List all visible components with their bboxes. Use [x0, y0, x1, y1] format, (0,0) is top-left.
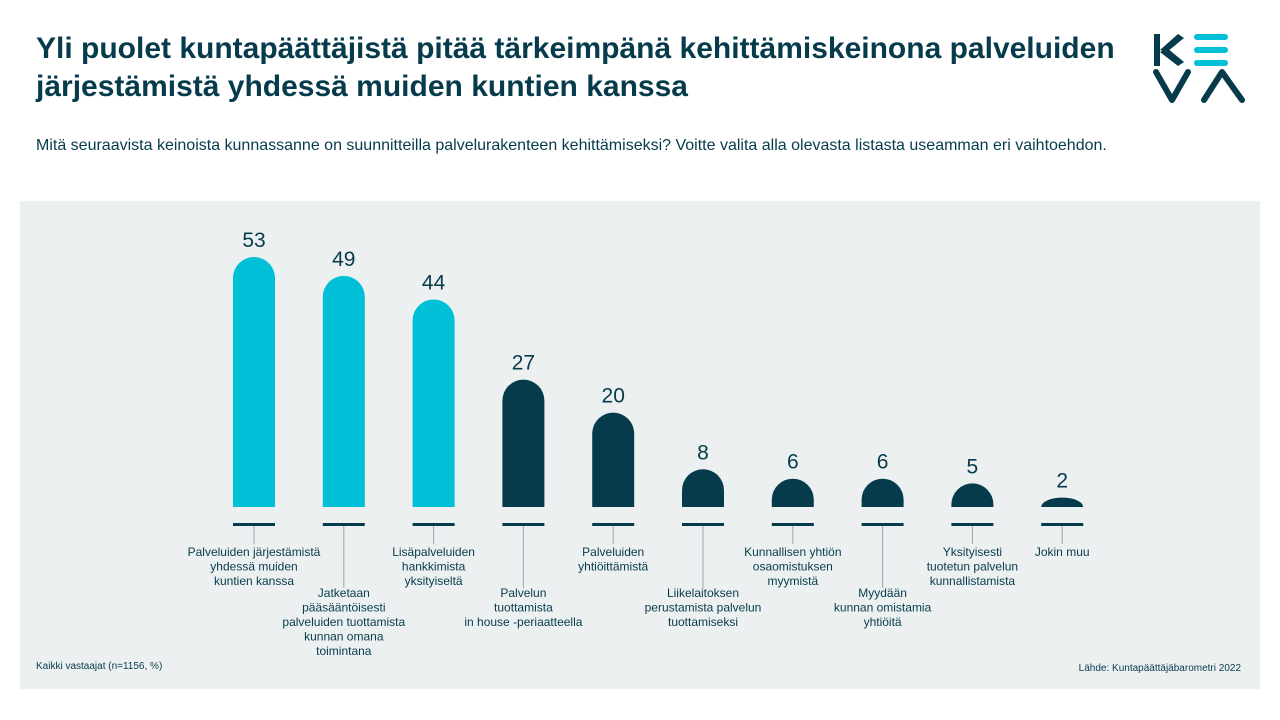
baseline-segment-7	[771, 523, 814, 526]
baseline-segment-1	[233, 523, 275, 526]
category-label-line: Myydään	[858, 586, 907, 600]
value-label-4: 27	[512, 352, 535, 375]
bar-8	[861, 478, 904, 507]
baseline-segment-3	[412, 523, 455, 526]
baseline-segment-6	[682, 523, 724, 526]
value-label-9: 5	[967, 455, 979, 478]
category-label-5: Palveluiden yhtiöittämistä	[578, 545, 648, 574]
bar-5	[592, 412, 635, 507]
category-label-line: Palvelun	[500, 586, 546, 600]
value-label-2: 49	[332, 248, 355, 271]
sample-footnote: Kaikki vastaajat (n=1156, %)	[36, 661, 163, 672]
category-label-8: Myydään kunnan omistamia yhtiöitä	[834, 586, 932, 629]
category-label-10: Jokin muu	[1035, 545, 1090, 559]
category-label-line: Yksityisesti	[943, 545, 1002, 559]
bar-4	[502, 379, 545, 507]
baseline-segment-8	[861, 523, 904, 526]
category-label-line: kunnallistamista	[930, 574, 1016, 588]
category-label-line: yhtiöittämistä	[578, 560, 648, 574]
category-label-2: Jatketaan pääsääntöisesti palveluiden tuot…	[282, 586, 405, 658]
value-label-5: 20	[602, 385, 625, 408]
baseline-segment-5	[592, 523, 635, 526]
category-label-line: yhtiöitä	[864, 615, 902, 629]
category-label-7: Kunnallisen yhtiön osaomistuksen myymistä	[744, 545, 841, 588]
category-label-4: Palvelun tuottamista in house -periaatteel…	[464, 586, 582, 629]
category-label-line: kunnan omistamia	[834, 601, 932, 615]
category-label-line: yhdessä muiden	[210, 560, 297, 574]
source-note: Lähde: Kuntapäättäjäbarometri 2022	[1078, 663, 1241, 674]
category-label-line: osaomistuksen	[753, 560, 833, 574]
keva-logo-icon	[1153, 34, 1245, 103]
value-label-10: 2	[1056, 470, 1068, 493]
category-label-line: Kunnallisen yhtiön	[744, 545, 841, 559]
category-label-line: Liikelaitoksen	[667, 586, 739, 600]
category-label-line: perustamista palvelun	[645, 601, 762, 615]
bar-6	[682, 469, 724, 507]
category-label-line: tuottamiseksi	[668, 615, 738, 629]
baseline-segment-9	[951, 523, 994, 526]
baseline-segment-4	[502, 523, 545, 526]
baseline-segment-10	[1041, 523, 1084, 526]
category-label-line: kuntien kanssa	[214, 574, 294, 588]
chart-title: Yli puolet kuntapäättäjistä pitää tärkei…	[36, 32, 1115, 103]
chart-panel: 53 Palveluiden järjestämistä yhdessä muide…	[20, 201, 1260, 689]
keva-logo	[1150, 32, 1246, 111]
category-label-line: pääsääntöisesti	[302, 601, 385, 615]
category-label-line: kunnan omana	[304, 630, 384, 644]
value-label-1: 53	[242, 229, 265, 252]
category-label-1: Palveluiden järjestämistä yhdessä muiden k…	[188, 545, 321, 588]
category-label-9: Yksityisesti tuotetun palvelun kunnallista…	[927, 545, 1018, 588]
value-label-3: 44	[422, 271, 446, 294]
bar-1	[233, 257, 275, 507]
category-label-line: hankkimista	[402, 560, 466, 574]
category-label-line: tuotetun palvelun	[927, 560, 1018, 574]
category-label-6: Liikelaitoksen perustamista palvelun tuott…	[645, 586, 762, 629]
baseline-segment-2	[322, 523, 365, 526]
category-label-line: Lisäpalveluiden	[392, 545, 475, 559]
category-label-line: tuottamista	[494, 601, 553, 615]
bar-10	[1041, 497, 1084, 507]
value-label-8: 6	[877, 451, 889, 474]
category-label-3: Lisäpalveluiden hankkimista yksityiseltä	[392, 545, 475, 588]
category-label-line: Palveluiden	[582, 545, 644, 559]
category-label-line: Jokin muu	[1035, 545, 1090, 559]
category-label-line: palveluiden tuottamista	[282, 615, 405, 629]
value-label-6: 8	[697, 441, 709, 464]
bar-chart: 53 Palveluiden järjestämistä yhdessä muide…	[188, 229, 1090, 658]
value-label-7: 6	[787, 451, 799, 474]
category-label-line: Palveluiden järjestämistä	[188, 545, 321, 559]
bar-9	[951, 483, 994, 507]
category-label-line: in house -periaatteella	[464, 615, 582, 629]
bar-3	[412, 299, 455, 507]
category-label-line: myymistä	[767, 574, 818, 588]
category-label-line: Jatketaan	[318, 586, 370, 600]
category-label-line: toimintana	[316, 644, 372, 658]
chart-subtitle: Mitä seuraavista keinoista kunnassanne o…	[36, 137, 1107, 154]
category-label-line: yksityiseltä	[405, 574, 463, 588]
bar-2	[322, 275, 365, 507]
bar-7	[771, 478, 814, 507]
